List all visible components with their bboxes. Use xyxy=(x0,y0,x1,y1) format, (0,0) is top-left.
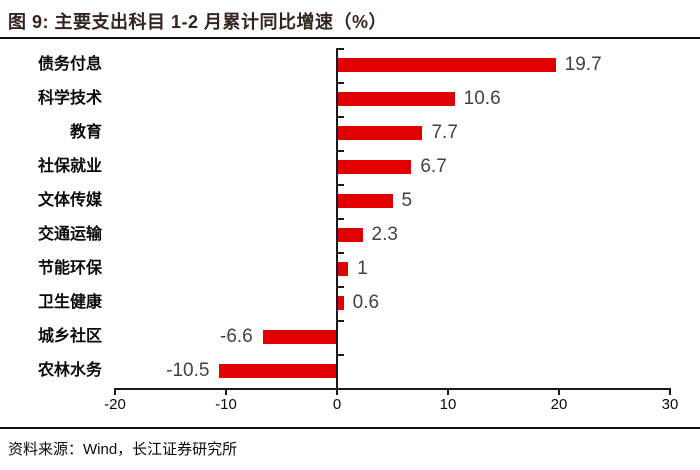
x-tick-label: 30 xyxy=(661,396,679,413)
category-label: 教育 xyxy=(69,124,102,141)
category-label: 农林水务 xyxy=(37,362,102,379)
footer-divider xyxy=(0,427,700,429)
x-axis-tick xyxy=(669,388,671,395)
y-axis-tick xyxy=(336,48,344,50)
bar xyxy=(337,126,423,140)
y-axis-tick xyxy=(336,286,344,288)
value-label: 5 xyxy=(401,190,413,211)
value-label: -10.5 xyxy=(166,360,210,381)
category-label: 文体传媒 xyxy=(37,192,102,209)
bar xyxy=(337,194,393,208)
y-axis-tick xyxy=(336,354,344,356)
bar xyxy=(337,58,556,72)
y-axis-tick xyxy=(336,218,344,220)
y-axis-tick xyxy=(336,320,344,322)
bar xyxy=(219,364,336,378)
category-label: 科学技术 xyxy=(37,90,102,107)
bar xyxy=(337,160,412,174)
value-label: 7.7 xyxy=(431,122,458,143)
bar xyxy=(337,228,363,242)
category-label: 节能环保 xyxy=(37,260,102,277)
bar xyxy=(337,296,344,310)
value-label: -6.6 xyxy=(220,326,253,347)
x-axis-tick xyxy=(447,388,449,395)
y-axis-tick xyxy=(336,184,344,186)
x-axis-line xyxy=(114,388,671,390)
figure-title: 图 9: 主要支出科目 1-2 月累计同比增速（%） xyxy=(8,12,388,32)
y-axis-tick xyxy=(336,116,344,118)
x-axis-tick xyxy=(336,388,338,395)
x-tick-label: 20 xyxy=(550,396,568,413)
category-label: 城乡社区 xyxy=(37,328,102,345)
y-axis-tick xyxy=(336,82,344,84)
category-label: 债务付息 xyxy=(37,56,102,73)
value-label: 1 xyxy=(357,258,368,279)
y-axis-tick xyxy=(336,150,344,152)
category-label: 社保就业 xyxy=(37,158,102,175)
bar xyxy=(262,330,336,344)
source-note: 资料来源：Wind，长江证券研究所 xyxy=(8,441,238,458)
bar xyxy=(337,262,349,276)
value-label: 19.7 xyxy=(564,54,602,75)
x-tick-label: -10 xyxy=(215,396,237,413)
x-tick-label: 10 xyxy=(439,396,457,413)
x-axis-tick xyxy=(225,388,227,395)
value-label: 10.6 xyxy=(463,88,501,109)
category-label: 交通运输 xyxy=(37,226,102,243)
value-label: 0.6 xyxy=(352,292,380,313)
x-tick-label: 0 xyxy=(332,396,342,413)
value-label: 2.3 xyxy=(371,224,398,245)
bar xyxy=(337,92,455,106)
value-label: 6.7 xyxy=(420,156,447,177)
title-divider xyxy=(0,37,700,39)
category-label: 卫生健康 xyxy=(37,294,102,311)
x-axis-tick xyxy=(114,388,116,395)
y-axis-tick xyxy=(336,252,344,254)
x-tick-label: -20 xyxy=(104,396,126,413)
x-axis-tick xyxy=(558,388,560,395)
